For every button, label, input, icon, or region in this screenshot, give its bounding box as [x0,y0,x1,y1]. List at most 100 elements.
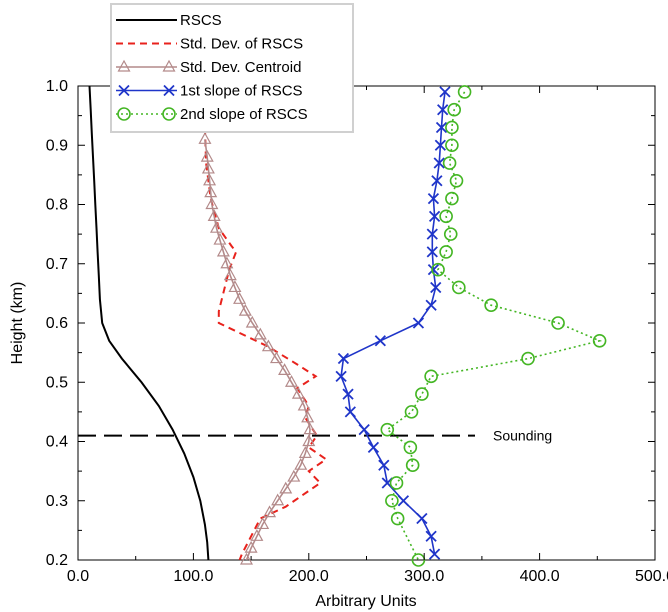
data-point-stroke [427,264,440,276]
data-point [239,552,253,565]
data-point [445,191,459,206]
data-point [271,493,285,506]
y-tick-label: 0.9 [46,137,68,154]
data-point [434,139,446,151]
y-tick-label: 1.0 [46,78,68,95]
series-layer [88,85,607,567]
legend-marker [117,59,131,72]
y-axis: 0.2 0.3 0.4 0.5 0.6 0.7 0.8 0.9 1.0 [46,78,655,569]
data-point [397,495,410,507]
data-point [278,363,292,375]
data-point-stroke [337,352,350,365]
series-4 [380,85,607,567]
data-point [284,375,299,387]
data-point [261,339,275,352]
y-tick-label: 0.3 [46,493,68,510]
data-point [425,530,437,542]
data-point-stroke [437,104,449,116]
data-point [427,264,440,276]
data-point [426,246,438,258]
legend-marker-stroke [163,84,175,97]
data-point [374,335,386,347]
x-axis: 0.0 100.0 200.0 300.0 400.0 500.0 [67,86,668,585]
series-line [204,139,311,561]
data-point [433,157,445,169]
data-point [430,281,442,294]
data-point-stroke [374,335,386,347]
data-point [287,469,301,482]
x-tick-label: 0.0 [67,568,89,585]
data-point [445,120,459,135]
data-point [337,352,350,365]
data-point [457,85,472,99]
y-tick-label: 0.7 [46,256,68,273]
data-point [263,505,277,518]
data-point-stroke [431,175,443,187]
data-point [449,174,464,188]
data-point [204,185,218,198]
data-point [297,398,311,411]
data-point-stroke [426,246,438,258]
data-point [344,406,356,418]
legend-marker [117,107,131,121]
data-point [302,434,316,447]
x-tick-label: 400.0 [520,568,560,585]
data-point [415,387,429,401]
legend-entry: 2nd slope of RSCS [116,106,308,123]
data-point [447,102,462,117]
data-point [228,280,242,293]
data-point [367,441,380,454]
x-tick-label: 100.0 [173,568,213,585]
data-point [521,351,535,366]
data-point [439,86,451,98]
data-point-stroke [428,210,441,222]
data-point [435,121,448,134]
data-point [452,280,466,295]
data-point [250,529,264,541]
data-point [442,156,457,170]
data-point [592,333,607,348]
data-point [412,317,425,329]
data-point [233,292,247,304]
data-point-stroke [425,299,437,311]
data-point [439,209,453,224]
data-point [256,517,270,530]
data-point-stroke [425,530,437,542]
series-line [340,91,446,555]
data-point-stroke [427,192,440,205]
data-point-stroke [342,388,354,400]
data-point [437,104,449,116]
data-point [428,548,441,560]
data-point [431,262,445,277]
data-point [424,369,438,384]
data-point [358,424,370,436]
data-point [425,299,437,311]
data-point [213,232,227,245]
legend-items: RSCS Std. Dev. of RSCS Std. Dev. Centroid 1… [116,12,308,123]
data-point [378,459,390,471]
data-point-stroke [434,139,446,151]
legend-entry: Std. Dev. of RSCS [116,36,303,53]
data-point-stroke [335,370,347,382]
data-point [207,209,221,221]
legend-label: RSCS [180,12,222,29]
data-point [342,388,354,400]
data-point-stroke [367,441,380,454]
legend-entry: RSCS [116,12,222,29]
data-point [269,351,284,364]
data-point [303,422,317,435]
data-point [253,327,267,340]
y-tick-label: 0.2 [46,552,68,569]
data-point [385,493,399,508]
data-point [291,386,305,399]
data-point [389,476,404,490]
legend-entry: 1st slope of RSCS [116,83,303,100]
data-point [405,458,420,473]
data-point-stroke [358,424,370,436]
y-axis-label: Height (km) [9,282,26,365]
x-axis-label: Arbitrary Units [315,593,416,610]
data-point [445,138,459,153]
data-point [220,256,234,269]
data-point [245,315,259,328]
legend-box [110,3,354,133]
